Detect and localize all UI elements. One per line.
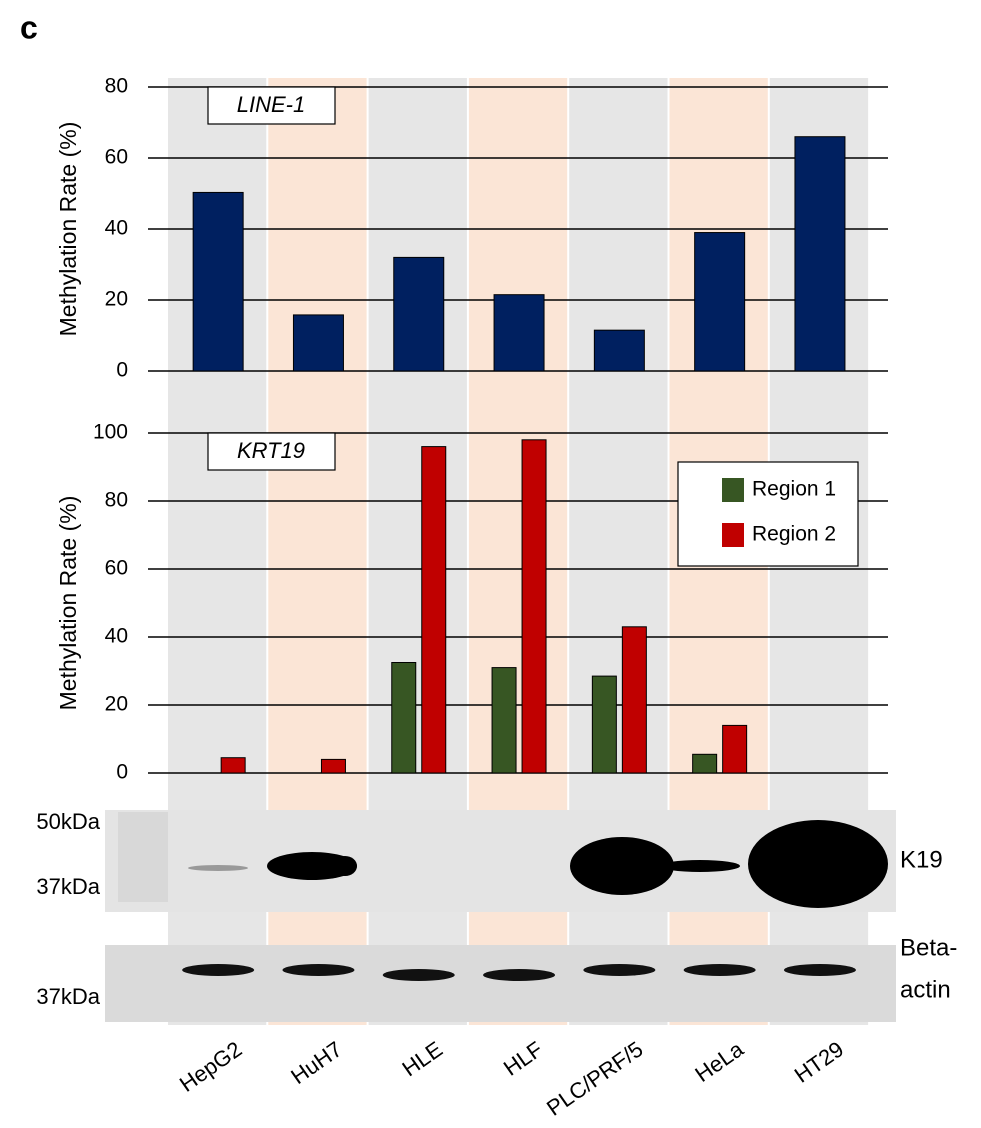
x-tick-label: HuH7 [286, 1036, 346, 1089]
y-tick-label: 20 [105, 693, 128, 716]
x-tick-label: HLE [398, 1036, 447, 1081]
blot-label: actin [900, 976, 951, 1003]
y-tick-label: 100 [93, 421, 128, 444]
bar [695, 233, 745, 371]
legend-label: Region 1 [752, 478, 836, 501]
marker-label: 37kDa [36, 984, 100, 1009]
y-tick-label: 40 [105, 217, 128, 240]
y-tick-label: 0 [116, 761, 128, 784]
x-tick-label: HeLa [690, 1036, 748, 1087]
blot-band [570, 837, 674, 895]
x-tick-label: HLF [499, 1036, 547, 1080]
blot-band [333, 856, 357, 876]
bar [594, 330, 644, 371]
bar [221, 758, 245, 773]
blot-band [182, 964, 254, 976]
bar [394, 257, 444, 371]
blot-band [748, 820, 888, 908]
blot-band [383, 969, 455, 981]
bar [723, 725, 747, 773]
bar [494, 295, 544, 371]
bar [321, 759, 345, 773]
bar [492, 668, 516, 773]
blot-band [583, 964, 655, 976]
panel-label: c [20, 9, 38, 45]
y-tick-label: 60 [105, 146, 128, 169]
bar [693, 754, 717, 773]
x-tick-label: HepG2 [175, 1036, 246, 1096]
y-tick-label: 80 [105, 75, 128, 98]
blot-band [188, 865, 248, 871]
marker-label: 50kDa [36, 809, 100, 834]
legend-label: Region 2 [752, 523, 836, 546]
y-tick-label: 60 [105, 557, 128, 580]
blot-label: K19 [900, 846, 943, 873]
y-tick-label: 20 [105, 288, 128, 311]
bar [522, 440, 546, 773]
bar [592, 676, 616, 773]
blot-label: Beta- [900, 934, 957, 961]
ladder [118, 812, 168, 902]
legend-swatch [722, 478, 744, 502]
bar [293, 315, 343, 371]
y-axis-label: Methylation Rate (%) [55, 496, 81, 711]
blot-background [105, 945, 896, 1022]
x-tick-label: HT29 [790, 1036, 848, 1087]
chart-title: KRT19 [237, 438, 305, 463]
marker-label: 37kDa [36, 874, 100, 899]
x-tick-label: PLC/PRF/5 [542, 1036, 647, 1120]
y-tick-label: 0 [116, 359, 128, 382]
bar [193, 192, 243, 371]
y-axis-label: Methylation Rate (%) [55, 122, 81, 337]
blot-band [660, 860, 740, 872]
blot-band [684, 964, 756, 976]
chart-title: LINE-1 [237, 92, 305, 117]
bar [422, 447, 446, 773]
legend-swatch [722, 523, 744, 547]
blot-band [784, 964, 856, 976]
figure: c 0 20 40 60 80 Methylation Rate (%) LINE-1 0 20… [0, 0, 981, 1128]
y-tick-label: 40 [105, 625, 128, 648]
bar [795, 137, 845, 371]
y-tick-label: 80 [105, 489, 128, 512]
blot-k19 [105, 810, 896, 912]
bar [622, 627, 646, 773]
blot-band [282, 964, 354, 976]
blot-actin [105, 945, 896, 1022]
blot-band [483, 969, 555, 981]
bar [392, 663, 416, 774]
